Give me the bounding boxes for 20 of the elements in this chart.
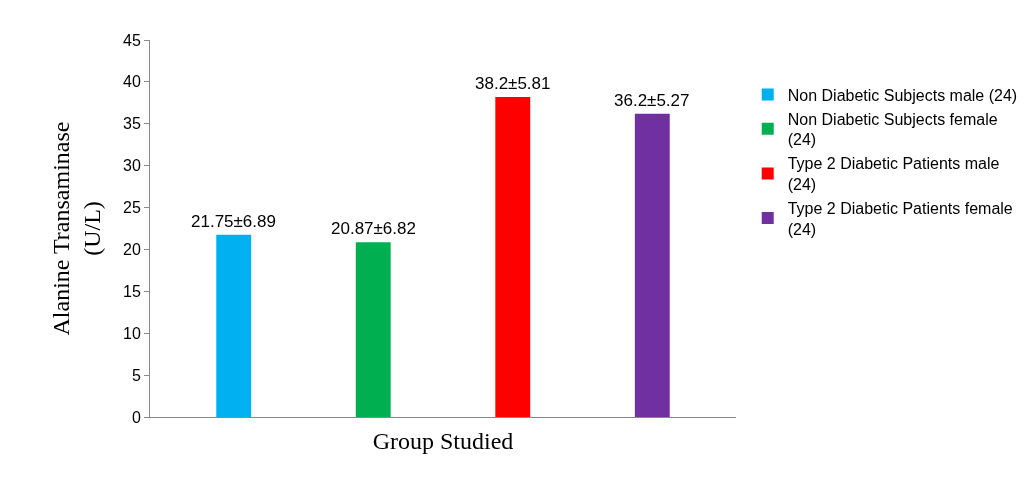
legend-label: Type 2 Diabetic Patients female (24) [787, 199, 1013, 238]
data-label: 20.87±6.82 [331, 219, 416, 238]
y-tick-label: 35 [123, 115, 141, 133]
y-axis-title: Alanine Transaminase (U/L) [47, 121, 106, 336]
y-tick-label: 5 [131, 366, 141, 384]
y-tick-label: 45 [123, 31, 141, 49]
x-axis-title: Group Studied [372, 428, 514, 455]
y-tick-label: 40 [123, 73, 141, 91]
data-label: 21.75±6.89 [191, 212, 276, 231]
y-tick-label: 20 [123, 241, 141, 259]
legend-label: Non Diabetic Subjects female (24) [787, 110, 998, 149]
legend-label: Non Diabetic Subjects male (24) [787, 86, 1018, 104]
y-tick-label: 15 [123, 282, 141, 300]
legend-label: Type 2 Diabetic Patients male (24) [787, 155, 1000, 194]
y-tick-label: 30 [123, 157, 141, 175]
y-tick-label: 25 [123, 199, 141, 217]
data-label: 36.2±5.27 [614, 91, 690, 110]
data-label: 38.2±5.81 [475, 74, 551, 93]
y-tick-label: 10 [123, 324, 141, 342]
y-tick-label: 0 [131, 408, 141, 426]
